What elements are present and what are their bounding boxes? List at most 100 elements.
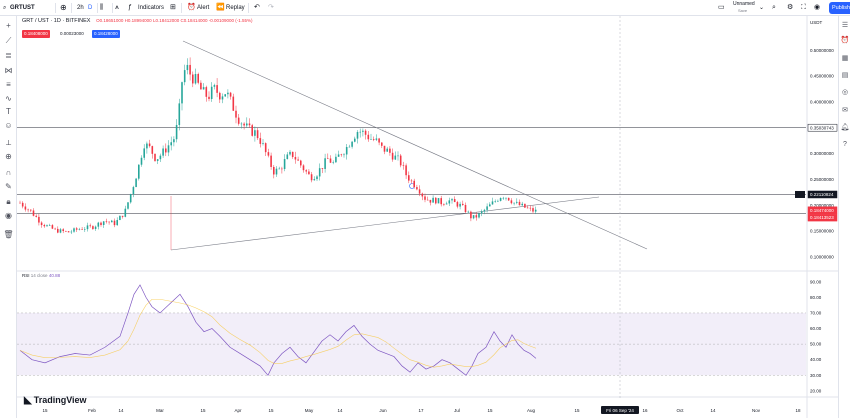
search-icon[interactable]: ⌕ bbox=[3, 5, 7, 11]
candle-body bbox=[224, 94, 226, 97]
candle-body bbox=[478, 213, 480, 218]
search-chart-icon[interactable]: ⌕ bbox=[772, 4, 776, 11]
candle-body bbox=[486, 206, 488, 210]
brush-curve-icon[interactable]: ∿ bbox=[5, 94, 12, 103]
crosshair-time-label: Fri 06 Sep '24 bbox=[606, 408, 634, 413]
time-tick-label: 14 bbox=[118, 408, 124, 413]
candle-body bbox=[354, 138, 356, 142]
alerts-icon[interactable]: ⏰ bbox=[840, 37, 850, 44]
candle-body bbox=[78, 229, 81, 230]
candle-body bbox=[248, 123, 251, 126]
candle-body bbox=[440, 198, 442, 205]
data-window-icon[interactable]: ▦ bbox=[841, 55, 849, 62]
candle-body bbox=[65, 231, 67, 232]
ruler-icon[interactable]: ⟂ bbox=[5, 138, 12, 147]
rsi-label[interactable]: RSI bbox=[22, 273, 30, 278]
time-tick-label: 16 bbox=[642, 408, 648, 413]
candle-body bbox=[30, 209, 32, 211]
fib-icon[interactable]: ≣ bbox=[5, 51, 12, 60]
chart-type-icon[interactable]: ⩚ bbox=[115, 4, 119, 11]
candle-body bbox=[491, 201, 494, 205]
candle-body bbox=[300, 160, 302, 166]
trash-icon[interactable]: 🗑︎ bbox=[3, 230, 14, 239]
crosshair-icon[interactable]: + bbox=[6, 21, 11, 30]
time-tick-label: Apr bbox=[234, 408, 242, 413]
candle-body bbox=[132, 187, 135, 194]
time-tick-label: Nov bbox=[752, 408, 761, 413]
buy-price-chip[interactable]: 0.18428000 bbox=[92, 30, 120, 38]
candle-body bbox=[275, 168, 278, 175]
brand-name: TradingView bbox=[33, 395, 87, 405]
help-icon[interactable]: ? bbox=[843, 141, 847, 148]
redo-icon[interactable]: ↷ bbox=[268, 4, 274, 11]
candle-body bbox=[443, 204, 445, 205]
chat-icon[interactable]: ✉ bbox=[842, 107, 848, 114]
compare-add-icon[interactable]: ⊕ bbox=[60, 3, 67, 12]
publish-button[interactable]: Publish bbox=[829, 2, 850, 14]
time-tick-label: Feb bbox=[88, 408, 96, 413]
replay-icon[interactable]: ⏪ bbox=[216, 4, 225, 11]
price-tick-label: 0.20000000 bbox=[810, 203, 834, 208]
fullscreen-icon[interactable]: ⛶ bbox=[801, 4, 806, 11]
candle-body bbox=[129, 193, 132, 203]
price-axis-currency: USDT bbox=[810, 20, 823, 25]
candle-body bbox=[278, 168, 280, 170]
trendline-icon[interactable]: ⟋ bbox=[5, 36, 12, 45]
calendar-icon[interactable]: ▤ bbox=[841, 72, 849, 79]
tradingview-logo[interactable]: ◣ TradingView bbox=[24, 395, 87, 406]
candle-body bbox=[483, 209, 486, 212]
drawing-mode-icon[interactable]: ✎ bbox=[5, 182, 12, 191]
watchlist-icon[interactable]: ☰ bbox=[841, 22, 849, 29]
eye-icon[interactable]: ◉ bbox=[5, 211, 12, 220]
symbol-search-button[interactable]: GRTUST bbox=[10, 5, 35, 11]
ideas-icon[interactable]: ◎ bbox=[841, 89, 849, 96]
bar-style-icon[interactable]: ⫼ bbox=[100, 4, 104, 11]
rsi-tick-label: 80.00 bbox=[810, 295, 822, 300]
undo-icon[interactable]: ↶ bbox=[254, 4, 260, 11]
snapshot-camera-icon[interactable]: ◉ bbox=[814, 4, 821, 11]
alert-button[interactable]: Alert bbox=[197, 5, 210, 11]
sell-price-chip[interactable]: 0.18408000 bbox=[22, 30, 50, 38]
price-tick-label: 0.25000000 bbox=[810, 177, 834, 182]
candle-body bbox=[38, 216, 40, 223]
magnet-icon[interactable]: ∩ bbox=[5, 168, 12, 177]
emoji-icon[interactable]: ☺ bbox=[4, 121, 13, 130]
chart-canvas[interactable]: 0.50000000 0.45000000 0.40000000 0.30000000… bbox=[17, 16, 838, 418]
candle-body bbox=[102, 221, 105, 226]
pattern-icon[interactable]: ⋈ bbox=[4, 66, 13, 75]
candle-body bbox=[329, 158, 332, 163]
candle-body bbox=[526, 207, 529, 209]
text-icon[interactable]: T bbox=[6, 107, 11, 116]
interval-mode-button[interactable]: D bbox=[88, 5, 93, 11]
candle-body bbox=[221, 96, 224, 100]
layout-menu-chevron-icon[interactable]: ⌄ bbox=[759, 5, 765, 11]
alarm-clock-icon[interactable]: ⏰ bbox=[187, 4, 196, 11]
candle-body bbox=[167, 145, 170, 153]
interval-button[interactable]: 2h bbox=[77, 5, 84, 11]
candle-body bbox=[435, 197, 437, 204]
candle-body bbox=[46, 225, 48, 227]
candle-body bbox=[113, 220, 116, 226]
lock-icon[interactable]: 🔒︎ bbox=[6, 197, 11, 206]
layout-name[interactable]: Unnamed bbox=[733, 1, 755, 7]
candle-body bbox=[213, 85, 216, 87]
candle-body bbox=[192, 74, 194, 84]
candle-body bbox=[183, 70, 186, 83]
chart-legend: GRT / UST · 1D · BITFINEX O0.18651000 H0… bbox=[22, 18, 253, 24]
replay-button[interactable]: Replay bbox=[226, 5, 245, 11]
brush-icon[interactable]: ≡ bbox=[6, 80, 11, 89]
indicators-button[interactable]: Indicators bbox=[138, 5, 165, 11]
indicators-icon[interactable]: ƒ bbox=[128, 4, 132, 11]
zoom-icon[interactable]: ⊕ bbox=[5, 152, 12, 161]
layout-icon[interactable]: ▭ bbox=[718, 4, 725, 11]
templates-icon[interactable]: ⊞ bbox=[170, 4, 176, 11]
notifications-icon[interactable]: 🔔︎ bbox=[840, 124, 850, 131]
candle-body bbox=[405, 165, 407, 176]
candle-body bbox=[148, 143, 151, 147]
candle-body bbox=[256, 130, 259, 139]
candle-body bbox=[62, 229, 64, 232]
settings-gear-icon[interactable]: ⚙ bbox=[787, 4, 794, 11]
price-tick-label: 0.30000000 bbox=[810, 151, 834, 156]
candle-body bbox=[340, 154, 343, 156]
legend-symbol-title[interactable]: GRT / UST · 1D · BITFINEX bbox=[22, 18, 91, 24]
